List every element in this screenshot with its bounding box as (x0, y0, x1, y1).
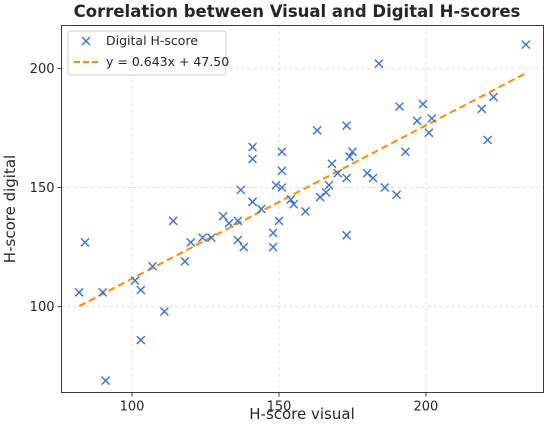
data-point (80, 237, 90, 247)
y-tick-label: 100 (30, 300, 55, 315)
data-point (277, 147, 287, 157)
x-tick-label: 150 (267, 400, 292, 415)
legend-marker-x-icon (81, 36, 91, 46)
data-point (392, 190, 402, 200)
x-tick-label: 200 (414, 400, 439, 415)
legend-label-scatter: Digital H-score (106, 33, 198, 48)
data-point (477, 104, 487, 114)
data-point (380, 183, 390, 193)
scatter-points (74, 40, 531, 386)
data-point (324, 180, 334, 190)
legend-label-fit: y = 0.643x + 47.50 (106, 54, 229, 69)
data-point (412, 116, 422, 126)
legend: Digital H-score y = 0.643x + 47.50 (67, 30, 229, 76)
data-point (136, 285, 146, 295)
data-point (271, 180, 281, 190)
data-point (342, 121, 352, 131)
data-point (347, 147, 357, 157)
data-point (101, 376, 111, 386)
legend-box (67, 30, 227, 76)
data-point (374, 59, 384, 69)
data-point (159, 306, 169, 316)
data-point (233, 235, 243, 245)
data-point (327, 159, 337, 169)
data-point (394, 102, 404, 112)
x-axis-label: H-score visual (249, 405, 355, 423)
data-point (400, 147, 410, 157)
data-point (256, 204, 266, 214)
data-point (248, 142, 258, 152)
plot-frame (61, 25, 544, 393)
data-point (289, 199, 299, 209)
axis-ticks: 100 150 200 100 150 200 (30, 62, 439, 415)
data-point (362, 168, 372, 178)
data-point (268, 228, 278, 238)
data-point (277, 183, 287, 193)
data-point (489, 92, 499, 102)
data-point (218, 211, 228, 221)
fit-line (78, 72, 527, 308)
chart-title: Correlation between Visual and Digital H… (74, 2, 521, 21)
data-point (277, 166, 287, 176)
data-point (224, 218, 234, 228)
y-axis-label: H-score digital (1, 155, 19, 263)
data-point (342, 173, 352, 183)
data-point (427, 113, 437, 123)
data-point (248, 197, 258, 207)
data-point (312, 125, 322, 135)
data-point (136, 335, 146, 345)
data-point (233, 216, 243, 226)
data-point (333, 168, 343, 178)
data-point (483, 135, 493, 145)
data-point (236, 185, 246, 195)
data-point (315, 192, 325, 202)
data-point (206, 233, 216, 243)
data-point (239, 242, 249, 252)
data-point (274, 216, 284, 226)
data-point (148, 261, 158, 271)
data-point (521, 40, 531, 50)
data-point (248, 154, 258, 164)
y-tick-label: 150 (30, 181, 55, 196)
data-point (168, 216, 178, 226)
data-point (418, 99, 428, 109)
data-point (130, 275, 140, 285)
data-point (345, 152, 355, 162)
data-point (342, 230, 352, 240)
data-point (268, 242, 278, 252)
data-point (180, 256, 190, 266)
data-point (286, 194, 296, 204)
data-point (424, 128, 434, 138)
fit-line-group (78, 72, 527, 308)
data-point (74, 287, 84, 297)
data-point (186, 237, 196, 247)
data-point (321, 187, 331, 197)
data-point (300, 206, 310, 216)
data-point (368, 173, 378, 183)
x-tick-label: 100 (120, 400, 145, 415)
data-point (198, 233, 208, 243)
y-tick-label: 200 (30, 62, 55, 77)
data-point (98, 287, 108, 297)
